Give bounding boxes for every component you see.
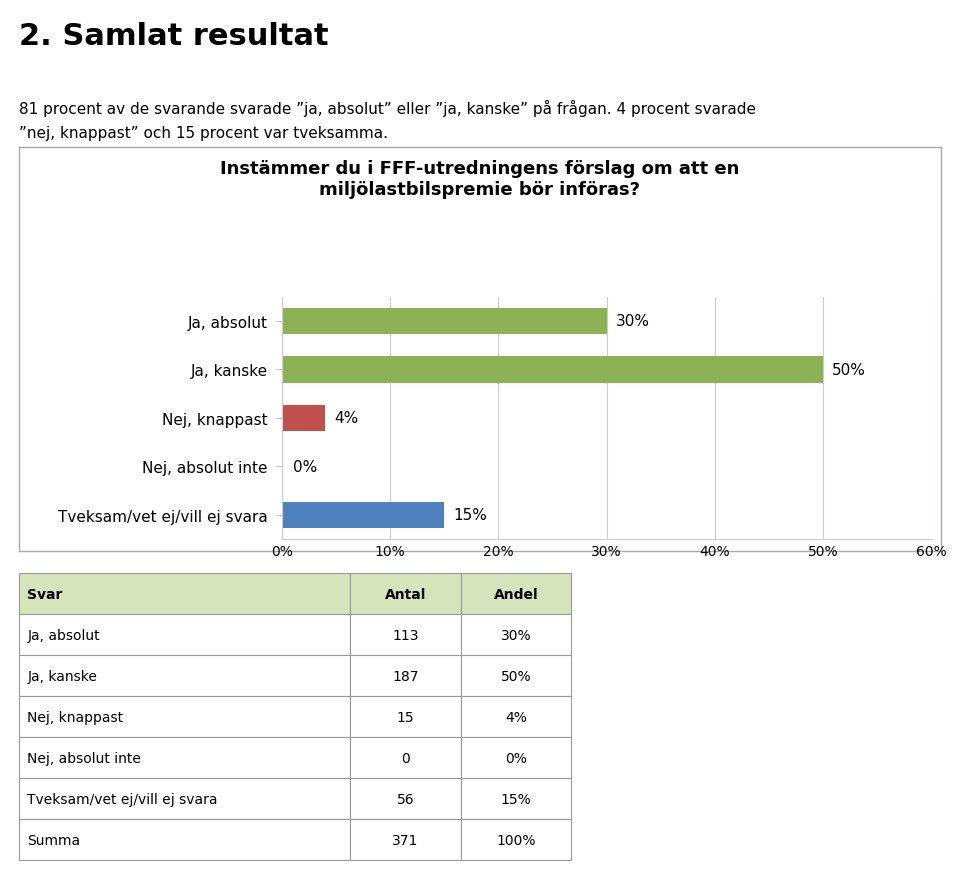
Text: Ja, absolut: Ja, absolut xyxy=(28,628,100,642)
Text: Ja, kanske: Ja, kanske xyxy=(28,669,97,683)
Text: ”nej, knappast” och 15 procent var tveksamma.: ”nej, knappast” och 15 procent var tveks… xyxy=(19,126,388,141)
Text: 187: 187 xyxy=(393,669,419,683)
Text: 56: 56 xyxy=(396,792,415,806)
Bar xyxy=(461,614,571,655)
Bar xyxy=(461,779,571,819)
Bar xyxy=(350,574,461,614)
Text: Svar: Svar xyxy=(28,587,62,601)
Text: 100%: 100% xyxy=(496,833,536,846)
Text: 4%: 4% xyxy=(334,411,358,426)
Bar xyxy=(19,696,350,738)
Text: 0: 0 xyxy=(401,751,410,765)
Text: Nej, knappast: Nej, knappast xyxy=(28,710,124,724)
Bar xyxy=(461,819,571,860)
Text: 81 procent av de svarande svarade ”ja, absolut” eller ”ja, kanske” på frågan. 4 : 81 procent av de svarande svarade ”ja, a… xyxy=(19,100,756,117)
Bar xyxy=(350,696,461,738)
Text: 15%: 15% xyxy=(500,792,532,806)
Text: 30%: 30% xyxy=(615,314,649,329)
Text: 15%: 15% xyxy=(453,507,487,523)
Text: Tveksam/vet ej/vill ej svara: Tveksam/vet ej/vill ej svara xyxy=(28,792,218,806)
Bar xyxy=(350,779,461,819)
Text: Antal: Antal xyxy=(385,587,426,601)
Text: Nej, absolut inte: Nej, absolut inte xyxy=(28,751,141,765)
Bar xyxy=(282,356,824,383)
Text: Andel: Andel xyxy=(493,587,539,601)
Text: 50%: 50% xyxy=(832,362,866,377)
Text: 371: 371 xyxy=(393,833,419,846)
Text: 50%: 50% xyxy=(501,669,531,683)
Text: 30%: 30% xyxy=(501,628,531,642)
Bar xyxy=(282,405,325,432)
Text: 15: 15 xyxy=(396,710,415,724)
Bar xyxy=(19,819,350,860)
Text: 4%: 4% xyxy=(505,710,527,724)
Text: 2. Samlat resultat: 2. Samlat resultat xyxy=(19,22,329,50)
Text: Summa: Summa xyxy=(28,833,81,846)
Bar xyxy=(461,655,571,696)
Bar xyxy=(461,738,571,779)
Bar xyxy=(282,308,607,335)
Bar xyxy=(461,696,571,738)
Bar xyxy=(19,655,350,696)
Bar xyxy=(350,655,461,696)
Bar xyxy=(350,738,461,779)
Bar xyxy=(19,574,350,614)
Bar xyxy=(282,502,444,528)
Bar xyxy=(19,738,350,779)
Text: 0%: 0% xyxy=(293,460,317,474)
Bar xyxy=(19,614,350,655)
Text: 0%: 0% xyxy=(505,751,527,765)
Bar xyxy=(461,574,571,614)
Text: 113: 113 xyxy=(393,628,419,642)
Bar xyxy=(19,779,350,819)
Bar xyxy=(350,614,461,655)
Text: Instämmer du i FFF-utredningens förslag om att en
miljölastbilspremie bör införa: Instämmer du i FFF-utredningens förslag … xyxy=(220,160,740,199)
Bar xyxy=(350,819,461,860)
